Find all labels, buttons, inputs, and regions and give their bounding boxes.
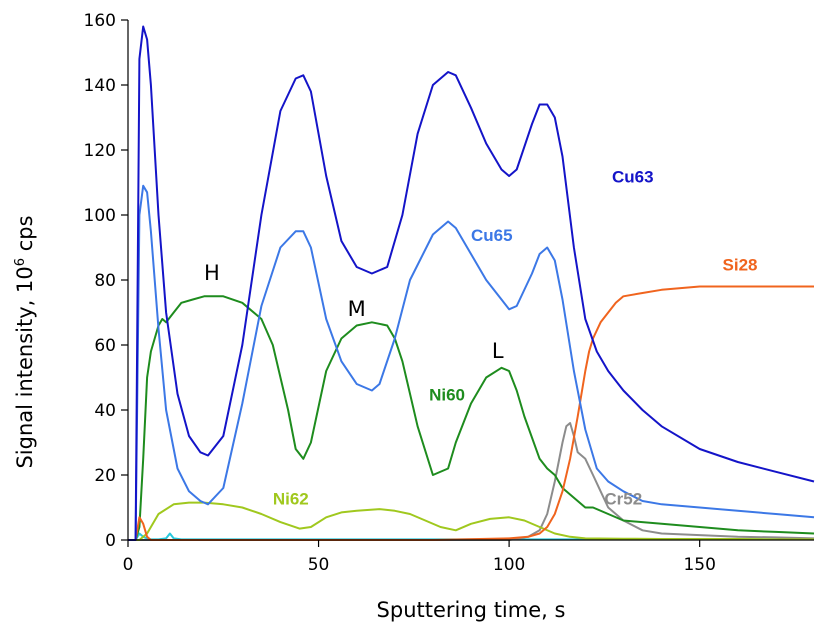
- y-axis-title-main: Signal intensity, 10: [13, 266, 37, 468]
- x-tick-label: 150: [683, 555, 715, 575]
- y-tick-label: 0: [105, 531, 116, 551]
- x-axis-ticks: 0 50 100 150: [123, 540, 716, 575]
- plot-area: [128, 25, 815, 541]
- series-line-cu65: [128, 184, 815, 541]
- series-label-cr52: Cr52: [604, 489, 642, 508]
- series-label-ni60: Ni60: [429, 385, 465, 404]
- x-tick-label: 100: [493, 555, 525, 575]
- y-tick-label: 80: [94, 271, 116, 291]
- x-axis-title: Sputtering time, s: [377, 598, 566, 622]
- series-label-ni62: Ni62: [273, 489, 309, 508]
- x-tick-label: 50: [308, 555, 330, 575]
- y-tick-label: 140: [84, 76, 116, 96]
- peak-label-h: H: [204, 261, 220, 285]
- series-label-cu65: Cu65: [471, 226, 513, 245]
- y-axis-title-exponent: 6: [13, 258, 28, 266]
- peak-label-m: M: [348, 297, 366, 321]
- series-line-ni60: [128, 295, 815, 541]
- y-tick-label: 100: [84, 206, 116, 226]
- y-axis-title: Signal intensity, 106 cps: [13, 215, 37, 468]
- series-label-si28: Si28: [723, 255, 758, 274]
- y-tick-label: 120: [84, 141, 116, 161]
- series-label-cu63: Cu63: [612, 168, 654, 187]
- y-tick-label: 40: [94, 401, 116, 421]
- x-tick-label: 0: [123, 555, 134, 575]
- axes: [127, 20, 814, 541]
- y-axis-title-unit: cps: [13, 215, 37, 258]
- series-line-cu63: [128, 25, 815, 541]
- peak-labels: H M L: [204, 261, 504, 363]
- series-line-si28: [128, 285, 814, 541]
- y-axis-ticks: 0 20 40 60 80 100 120 140 160: [84, 11, 128, 551]
- peak-label-l: L: [492, 339, 504, 363]
- y-tick-label: 60: [94, 336, 116, 356]
- series-line-cr52: [128, 422, 815, 541]
- y-tick-label: 20: [94, 466, 116, 486]
- series-labels: Cu63 Cu65 Ni60 Ni62 Si28 Cr52: [273, 168, 758, 509]
- y-tick-label: 160: [84, 11, 116, 31]
